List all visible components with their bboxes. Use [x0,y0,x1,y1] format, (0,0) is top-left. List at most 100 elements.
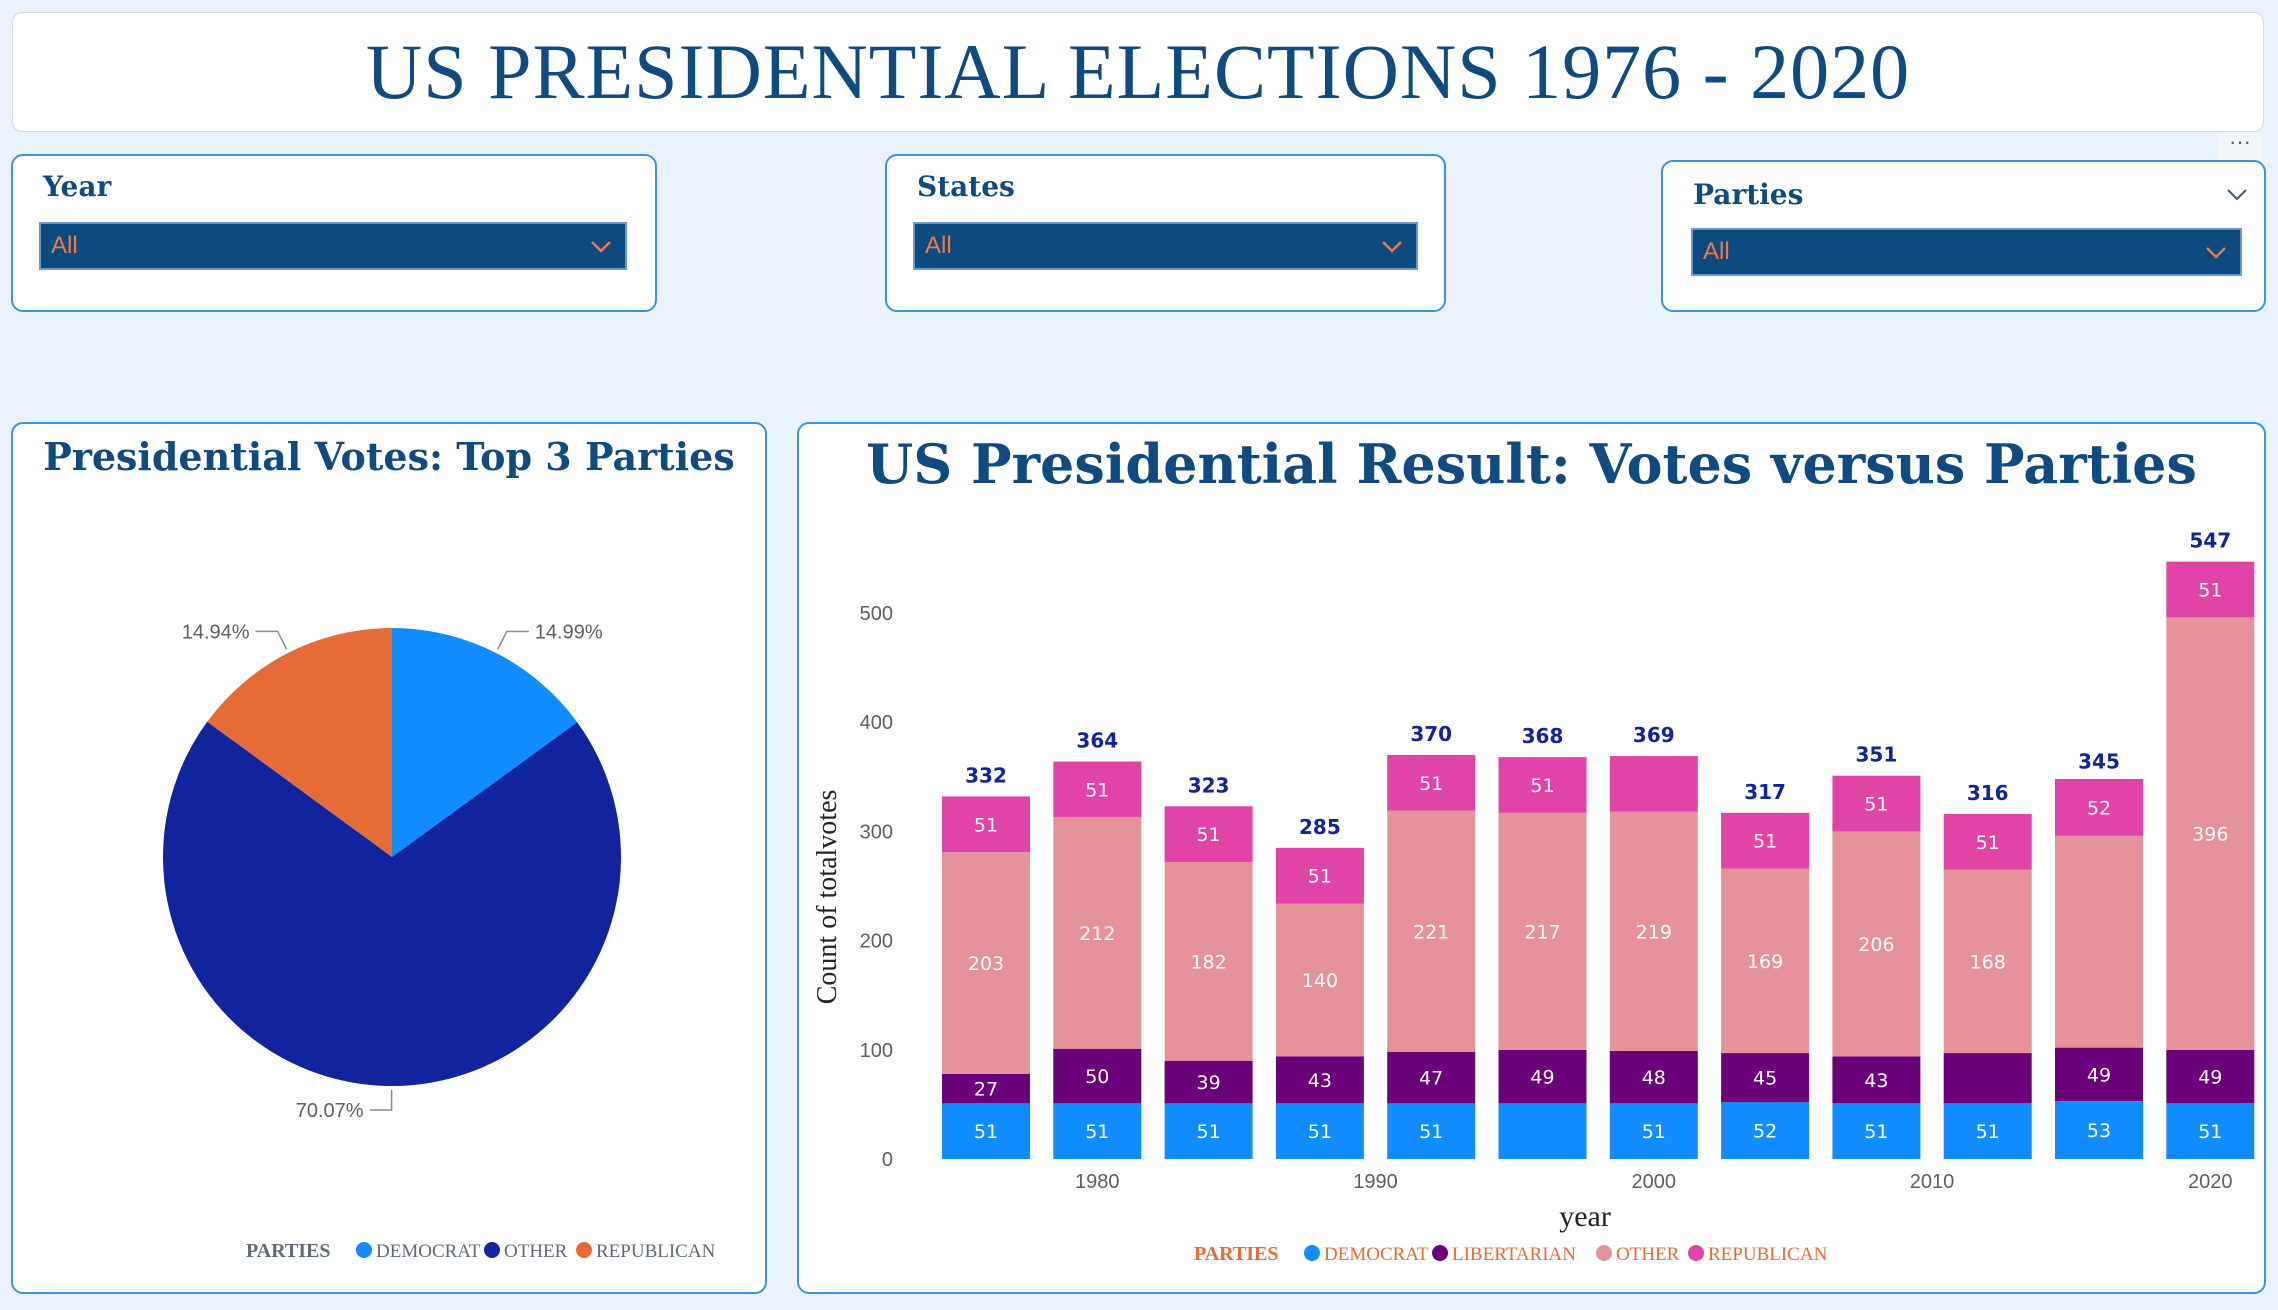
page-title: US PRESIDENTIAL ELECTIONS 1976 - 2020 [365,28,1911,115]
legend-marker-republican [576,1242,592,1258]
bar-total-label: 368 [1522,724,1564,748]
bar-segment-libertarian [2055,1047,2143,1102]
bar-data-label: 51 [1308,1121,1332,1143]
pie-card: Presidential Votes: Top 3 Parties 14.99%… [11,422,767,1294]
chevron-down-icon [2206,247,2226,259]
bar-chart-title: US Presidential Result: Votes versus Par… [866,432,2197,496]
bar-segment-libertarian [1609,1050,1698,1104]
bar-data-label: 51 [1864,1121,1888,1143]
bar-data-label: 219 [1636,921,1672,943]
bar-data-label: 51 [1864,794,1888,816]
x-tick-label: 1980 [1075,1171,1120,1193]
chevron-down-icon[interactable] [2225,182,2249,206]
more-options-icon[interactable]: ··· [2218,131,2262,160]
x-tick-label: 2020 [2188,1171,2233,1193]
chevron-down-icon [591,241,611,253]
bar-data-label: 206 [1858,934,1894,956]
bar-data-label: 51 [1085,779,1109,801]
bar-data-label: 51 [1976,1121,2000,1143]
bar-total-label: 547 [2189,529,2231,553]
bar-data-label: 51 [1085,1121,1109,1143]
bar-segment-libertarian [1164,1060,1253,1104]
bar-segment-republican [1053,761,1142,818]
bar-total-label: 316 [1967,781,2009,805]
x-tick-label: 1990 [1353,1171,1398,1193]
pie-leader-line [255,630,288,650]
stacked-bar-chart: 0 100 200 300 400 500 Count of totalvotes 1980 1… [812,529,2255,1265]
bar-segment-democrat [1164,1103,1253,1159]
bar-data-label: 48 [1642,1067,1666,1089]
bar-segment-democrat [2055,1101,2143,1159]
bar-segment-republican [1275,847,1364,904]
pie-data-label: 14.94% [182,621,250,643]
pie-chart: 14.99% 70.07% 14.94% PARTIES DEMOCRAT OTHER RE… [163,621,716,1262]
bar-data-label: 396 [2192,824,2228,846]
y-tick-label: 300 [860,821,893,843]
year-dropdown[interactable]: All [39,222,627,270]
states-dropdown[interactable]: All [913,222,1418,270]
bar-data-label: 47 [1419,1068,1443,1090]
bar-data-label: 51 [974,1121,998,1143]
y-tick-label: 100 [860,1040,893,1062]
bar-data-label: 50 [1085,1066,1109,1088]
bar-data-label: 51 [1530,775,1554,797]
legend-marker-democrat [1304,1245,1320,1261]
legend-label-other: OTHER [504,1241,568,1262]
bar-data-label: 49 [2087,1064,2111,1086]
states-dropdown-value: All [925,232,952,259]
x-axis-label: year [1559,1200,1611,1233]
bar-segment-libertarian [1498,1049,1587,1104]
bar-data-label: 43 [1308,1070,1332,1092]
bar-total-label: 364 [1076,729,1118,753]
bar-data-label: 203 [968,953,1004,975]
bar-total-label: 345 [2078,749,2120,773]
bar-data-label: 51 [1753,831,1777,853]
bar-data-label: 45 [1753,1068,1777,1090]
bar-segment-democrat [1943,1103,2032,1159]
bar-segment-republican [1721,812,1810,869]
bar-total-label: 332 [965,763,1007,787]
bar-data-label: 52 [2087,797,2111,819]
bar-segment-libertarian [1721,1053,1810,1103]
bar-data-label: 52 [1753,1121,1777,1143]
bar-segment-democrat [1387,1103,1476,1159]
y-tick-label: 400 [860,712,893,734]
y-tick-label: 0 [882,1149,893,1171]
bar-data-label: 182 [1190,951,1226,973]
parties-slicer: Parties All [1661,160,2266,312]
year-dropdown-value: All [51,232,78,259]
bar-data-label: 217 [1524,921,1560,943]
bar-segment-republican [1164,806,1253,862]
bar-data-label: 168 [1970,951,2006,973]
y-tick-label: 500 [860,603,893,625]
pie-data-label: 70.07% [296,1100,364,1122]
bar-segment-other [1498,812,1587,1050]
pie-leader-line [497,630,529,650]
bar-segment-other [1721,868,1810,1054]
bar-data-label: 51 [1642,1121,1666,1143]
parties-dropdown[interactable]: All [1691,228,2242,276]
bar-segment-democrat [1053,1103,1142,1159]
legend-marker-libertarian [1432,1245,1448,1261]
title-banner: US PRESIDENTIAL ELECTIONS 1976 - 2020 [12,12,2264,132]
bar-segment-libertarian [942,1073,1030,1104]
bar-segment-libertarian [1943,1053,2032,1104]
year-slicer-label: Year [43,170,112,203]
bar-segment-libertarian [2166,1049,2255,1104]
bar-segment-democrat [2166,1103,2255,1159]
x-tick-label: 2010 [1910,1171,1955,1193]
bar-segment-republican [1943,813,2032,870]
bar-total-label: 317 [1744,780,1786,804]
legend-marker-democrat [356,1242,372,1258]
bar-data-label: 49 [1530,1067,1554,1089]
bar-card: US Presidential Result: Votes versus Par… [797,422,2266,1294]
legend-label-libertarian: LIBERTARIAN [1452,1244,1576,1265]
bar-data-label: 53 [2087,1120,2111,1142]
chevron-down-icon [1382,241,1402,253]
bar-data-label: 51 [1419,1121,1443,1143]
bar-segment-other [1609,811,1698,1051]
bar-data-label: 140 [1302,970,1338,992]
bar-segment-other [1275,903,1364,1057]
bar-data-label: 51 [2198,1121,2222,1143]
bar-segment-republican [1498,757,1587,813]
